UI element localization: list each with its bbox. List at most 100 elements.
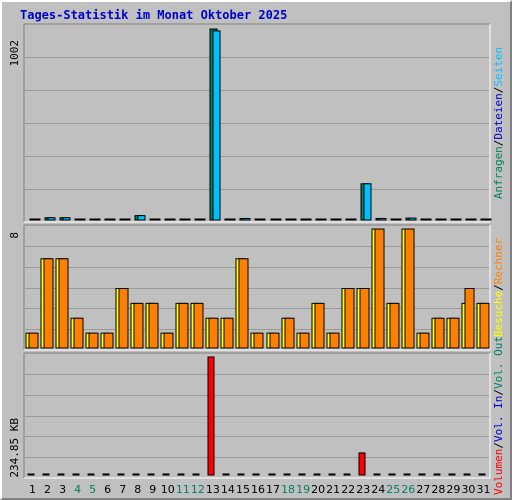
requests-legend-part: Anfragen	[492, 146, 505, 199]
day-label: 28	[431, 483, 445, 496]
day-label: 24	[371, 483, 385, 496]
volume-bar	[313, 473, 321, 476]
hosts-bar	[314, 302, 325, 349]
pages-bar	[468, 218, 477, 221]
volume-bar	[177, 473, 185, 476]
day-label: 17	[266, 483, 280, 496]
pages-bar	[438, 218, 447, 221]
day-label: 9	[149, 483, 156, 496]
volume-legend-part: Vol. Out	[492, 336, 505, 389]
day-label: 13	[206, 483, 220, 496]
pages-bar	[348, 218, 357, 221]
day-label: 16	[251, 483, 265, 496]
hosts-bar	[238, 258, 249, 349]
hosts-bar	[208, 317, 219, 349]
volume-legend: Volumen/Vol. In/Vol. Out	[492, 336, 505, 495]
hosts-bar	[43, 258, 54, 349]
day-label: 3	[59, 483, 66, 496]
pages-bar	[257, 218, 266, 221]
hosts-bar	[419, 332, 430, 349]
day-label: 25	[386, 483, 400, 496]
volume-bar	[328, 473, 336, 476]
hosts-bar	[88, 332, 99, 349]
day-label: 14	[221, 483, 235, 496]
pages-bar	[92, 218, 101, 221]
hosts-bar	[133, 302, 144, 349]
volume-bar	[42, 473, 50, 476]
pages-bar	[32, 218, 41, 221]
volume-bar	[192, 473, 200, 476]
chart-title: Tages-Statistik im Monat Oktober 2025	[20, 8, 288, 22]
hosts-bar	[464, 288, 475, 349]
volume-bar	[463, 473, 471, 476]
day-label: 20	[311, 483, 325, 496]
hosts-bar	[449, 317, 460, 349]
volume-bar	[102, 473, 110, 476]
volume-bar	[222, 473, 230, 476]
pages-bar	[122, 218, 131, 221]
volume-legend-part: /	[492, 389, 505, 396]
pages-bar	[182, 218, 191, 221]
day-label: 27	[416, 483, 430, 496]
volume-bar	[448, 473, 456, 476]
day-label: 12	[191, 483, 205, 496]
volume-scale-label: 234.85 KB	[8, 418, 21, 478]
volume-legend-part: Vol. In	[492, 396, 505, 442]
pages-bar	[318, 218, 327, 221]
volume-bar	[298, 473, 306, 476]
hosts-bar	[269, 332, 280, 349]
volume-bar	[57, 473, 65, 476]
pages-bar	[167, 218, 176, 221]
hosts-bar	[344, 288, 355, 349]
hosts-bar	[374, 228, 385, 349]
requests-scale-label: 1002	[8, 40, 21, 67]
pages-bar	[212, 30, 221, 221]
requests-legend-part: /	[492, 87, 505, 94]
pages-bar	[453, 218, 462, 221]
hosts-bar	[404, 228, 415, 349]
hosts-bar	[479, 302, 490, 349]
volume-bar	[343, 473, 351, 476]
volume-bar	[403, 473, 411, 476]
day-label: 21	[326, 483, 340, 496]
hosts-bar	[299, 332, 310, 349]
day-label: 30	[461, 483, 475, 496]
day-label: 1	[29, 483, 36, 496]
hosts-bar	[28, 332, 39, 349]
day-label: 19	[296, 483, 310, 496]
pages-bar	[152, 218, 161, 221]
pages-bar	[77, 218, 86, 221]
hosts-bar	[329, 332, 340, 349]
volume-bar	[433, 473, 441, 476]
day-label: 5	[89, 483, 96, 496]
pages-bar	[197, 218, 206, 221]
pages-bar	[408, 217, 417, 221]
hosts-bar	[58, 258, 69, 349]
pages-bar	[288, 218, 297, 221]
volume-legend-part: /	[492, 442, 505, 449]
requests-legend-part: /	[492, 140, 505, 147]
day-label: 11	[176, 483, 190, 496]
volume-bar	[373, 473, 381, 476]
hosts-bar	[434, 317, 445, 349]
day-label: 26	[401, 483, 415, 496]
visits-scale-label: 8	[8, 232, 21, 239]
volume-bar	[478, 473, 486, 476]
hosts-bar	[148, 302, 159, 349]
hosts-bar	[73, 317, 84, 349]
volume-bar	[27, 473, 35, 476]
pages-bar	[137, 215, 146, 221]
pages-bar	[393, 218, 402, 221]
volume-bar	[268, 473, 276, 476]
volume-bar	[418, 473, 426, 476]
visits-legend-part: Besuche	[492, 291, 505, 337]
day-label: 18	[281, 483, 295, 496]
hosts-bar	[178, 302, 189, 349]
pages-bar	[107, 218, 116, 221]
volume-bar	[388, 473, 396, 476]
day-label: 8	[134, 483, 141, 496]
volume-bar	[132, 473, 140, 476]
pages-bar	[363, 183, 372, 221]
day-label: 2	[44, 483, 51, 496]
